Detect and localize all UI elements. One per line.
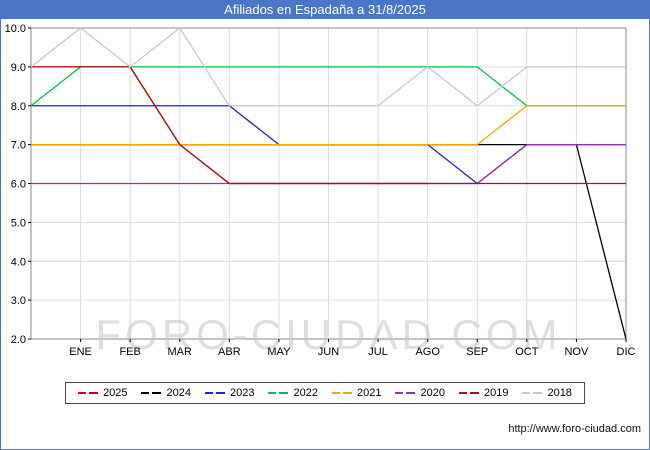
legend-label: 2023 xyxy=(230,387,255,399)
legend-line-sample xyxy=(395,392,416,394)
x-tick-label: MAY xyxy=(267,346,291,358)
legend-line-sample xyxy=(205,392,226,394)
series-line-2021 xyxy=(31,105,626,146)
x-tick-label: AGO xyxy=(415,346,440,358)
legend-item-2021[interactable]: 2021 xyxy=(332,387,381,399)
legend-item-2020[interactable]: 2020 xyxy=(395,387,445,399)
y-tick-label: 5.0 xyxy=(11,217,26,229)
legend-label: 2024 xyxy=(166,387,192,399)
y-tick-label: 8.0 xyxy=(11,101,26,113)
legend-line-sample xyxy=(141,392,162,394)
x-tick-label: ABR xyxy=(218,346,241,358)
legend-line-sample xyxy=(268,392,289,394)
legend-label: 2022 xyxy=(293,387,318,399)
x-tick-label: JUN xyxy=(318,346,339,358)
foro-ciudad-link[interactable]: http://www.foro-ciudad.com xyxy=(508,423,641,435)
y-tick-label: 7.0 xyxy=(11,140,26,152)
y-tick-label: 2.0 xyxy=(11,334,26,346)
legend-item-2022[interactable]: 2022 xyxy=(268,387,318,399)
legend-label: 2020 xyxy=(420,387,445,399)
y-tick-label: 9.0 xyxy=(11,62,26,74)
watermark: FORO-CIUDAD.COM xyxy=(96,311,562,358)
x-tick-label: OCT xyxy=(515,346,539,358)
legend-item-2018[interactable]: 2018 xyxy=(522,387,572,399)
chart-legend: 2025 2024 2023 2022 2021 2020 2019 2018 xyxy=(65,382,585,404)
legend-item-2024[interactable]: 2024 xyxy=(141,387,192,399)
legend-item-2019[interactable]: 2019 xyxy=(458,387,509,399)
legend-label: 2021 xyxy=(357,387,382,399)
chart-title: Afiliados en Espadaña a 31/8/2025 xyxy=(224,2,426,17)
x-tick-label: JUL xyxy=(368,346,388,358)
legend-line-sample xyxy=(332,392,352,394)
y-tick-label: 6.0 xyxy=(11,179,26,191)
legend-label: 2019 xyxy=(483,387,509,399)
footer: http://www.foro-ciudad.com xyxy=(508,423,641,435)
x-tick-label: ENE xyxy=(69,346,92,358)
legend-item-2025[interactable]: 2025 xyxy=(78,387,128,399)
y-tick-label: 10.0 xyxy=(5,23,26,35)
x-tick-label: DIC xyxy=(617,346,636,358)
y-tick-label: 3.0 xyxy=(11,295,26,307)
x-tick-label: FEB xyxy=(119,346,140,358)
legend-label: 2018 xyxy=(547,387,572,399)
legend-line-sample xyxy=(78,392,99,394)
y-tick-label: 4.0 xyxy=(11,256,26,268)
legend-label: 2025 xyxy=(103,387,128,399)
legend-line-sample xyxy=(522,392,543,394)
x-tick-label: NOV xyxy=(564,346,589,358)
x-tick-label: SEP xyxy=(466,346,488,358)
legend-line-sample xyxy=(458,392,479,394)
series-line-2018 xyxy=(30,27,626,107)
legend-item-2023[interactable]: 2023 xyxy=(205,387,255,399)
x-tick-label: MAR xyxy=(168,346,193,358)
chart-title-bar: Afiliados en Espadaña a 31/8/2025 xyxy=(1,1,649,19)
